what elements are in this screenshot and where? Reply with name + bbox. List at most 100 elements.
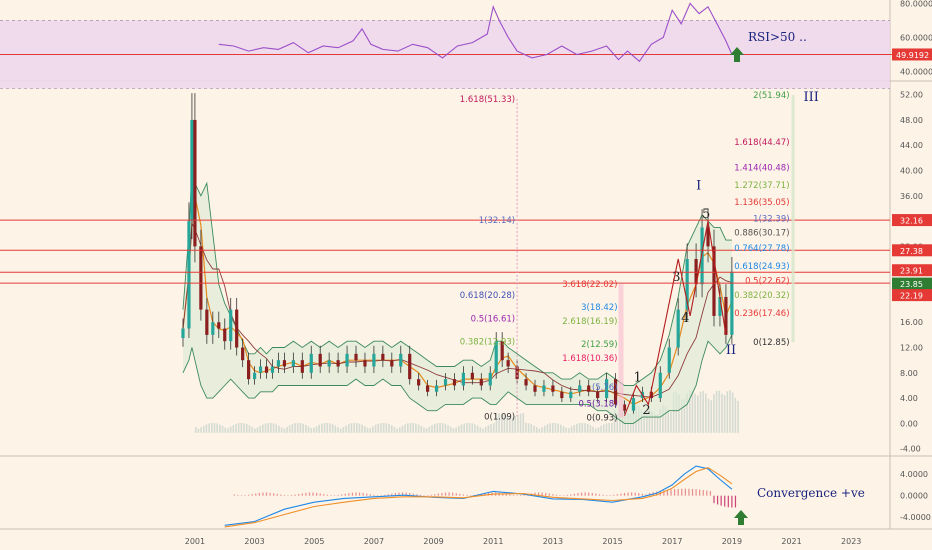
macd-hist-bar — [280, 494, 282, 496]
price-y-tick: 12.00 — [900, 344, 923, 353]
candle — [434, 385, 439, 392]
volume-bar — [675, 391, 678, 433]
macd-hist-bar — [348, 493, 350, 496]
macd-hist-bar — [691, 488, 694, 496]
candle — [399, 353, 403, 367]
x-axis-tick: 2021 — [781, 537, 801, 546]
macd-hist-bar — [645, 494, 647, 496]
macd-hist-bar — [405, 492, 407, 496]
rsi-y-tick: 80.0000 — [900, 0, 932, 8]
macd-hist-bar — [699, 489, 701, 496]
volume-bar — [460, 424, 463, 433]
volume-bar — [726, 391, 729, 433]
volume-bar — [372, 426, 374, 433]
candle — [354, 353, 358, 361]
macd-hist-bar — [534, 492, 536, 496]
volume-bar — [578, 423, 581, 433]
candle — [300, 360, 304, 373]
volume-bar — [237, 423, 240, 433]
volume-bar — [208, 423, 210, 433]
volume-bar — [554, 422, 557, 433]
volume-bar — [393, 426, 396, 433]
macd-hist-bar — [276, 493, 278, 496]
volume-bar — [251, 426, 253, 433]
fib-left-retr-label: 0(0.93) — [587, 414, 618, 424]
volume-bar — [329, 423, 331, 433]
macd-hist-bar — [416, 494, 418, 496]
volume-bar — [331, 424, 334, 433]
volume-bar — [688, 390, 691, 433]
macd-hist-bar — [469, 495, 472, 496]
volume-bar — [605, 423, 608, 433]
macd-hist-bar — [455, 493, 457, 496]
bollinger-lower — [182, 334, 733, 424]
candle — [524, 379, 528, 386]
macd-hist-bar — [555, 494, 558, 496]
price-tag: 23.85 — [900, 280, 923, 289]
x-axis-tick: 2019 — [722, 537, 742, 546]
volume-bar — [407, 423, 409, 433]
volume-bar — [611, 422, 613, 433]
rsi-y-tick: 60.0000 — [900, 33, 932, 42]
volume-bar — [509, 418, 511, 433]
macd-hist-bar — [484, 493, 486, 496]
macd-hist-bar — [240, 495, 243, 496]
volume-bar — [463, 423, 466, 433]
macd-hist-bar — [384, 494, 386, 496]
candle — [309, 353, 313, 373]
macd-hist-bar — [251, 494, 253, 496]
volume-bar — [264, 423, 267, 433]
volume-bar — [240, 422, 243, 433]
volume-bar — [358, 423, 361, 433]
volume-bar — [366, 427, 369, 433]
volume-bar — [417, 424, 420, 433]
volume-bar — [731, 392, 734, 433]
volume-bar — [337, 427, 339, 433]
x-axis-tick: 2001 — [185, 537, 205, 546]
macd-hist-bar — [598, 494, 601, 496]
volume-bar — [678, 394, 680, 433]
volume-bar — [705, 393, 707, 433]
macd-hist-bar — [258, 492, 260, 496]
macd-hist-bar — [580, 492, 583, 496]
volume-bar — [468, 422, 471, 433]
candle — [336, 360, 340, 367]
macd-hist-bar — [666, 489, 669, 496]
volume-bar — [275, 424, 278, 433]
fib-right-label: 0.764(27.78) — [734, 244, 789, 254]
candle — [542, 385, 546, 392]
volume-bar — [511, 417, 514, 433]
wave-label: 2 — [642, 403, 650, 418]
x-axis-tick: 2013 — [543, 537, 563, 546]
volume-bar — [398, 427, 401, 433]
wave-label: 5 — [702, 207, 710, 222]
volume-bar — [683, 399, 686, 433]
volume-bar — [377, 423, 380, 433]
volume-bar — [452, 428, 455, 433]
macd-hist-bar — [319, 493, 321, 496]
volume-bar — [323, 423, 326, 433]
candle — [533, 385, 537, 392]
volume-bar — [350, 423, 353, 433]
volume-bar — [522, 413, 525, 433]
volume-bar — [654, 414, 656, 433]
volume-bar — [444, 423, 447, 433]
x-axis-tick: 2011 — [483, 537, 503, 546]
volume-bar — [498, 413, 500, 433]
volume-bar — [423, 427, 425, 433]
volume-bar — [364, 426, 366, 433]
volume-bar — [552, 422, 554, 433]
volume-bar — [369, 428, 372, 433]
macd-hist-bar — [720, 495, 722, 506]
volume-bar — [538, 428, 541, 433]
macd-hist-bar — [609, 495, 611, 496]
macd-hist-bar — [269, 492, 271, 496]
macd-hist-bar — [552, 494, 554, 496]
macd-annotation: Convergence +ve — [757, 486, 865, 500]
fib-left-retr-label: 2(12.59) — [581, 340, 617, 350]
macd-hist-bar — [595, 493, 597, 496]
macd-line — [224, 465, 733, 526]
macd-hist-bar — [584, 492, 586, 496]
candle — [676, 309, 680, 348]
